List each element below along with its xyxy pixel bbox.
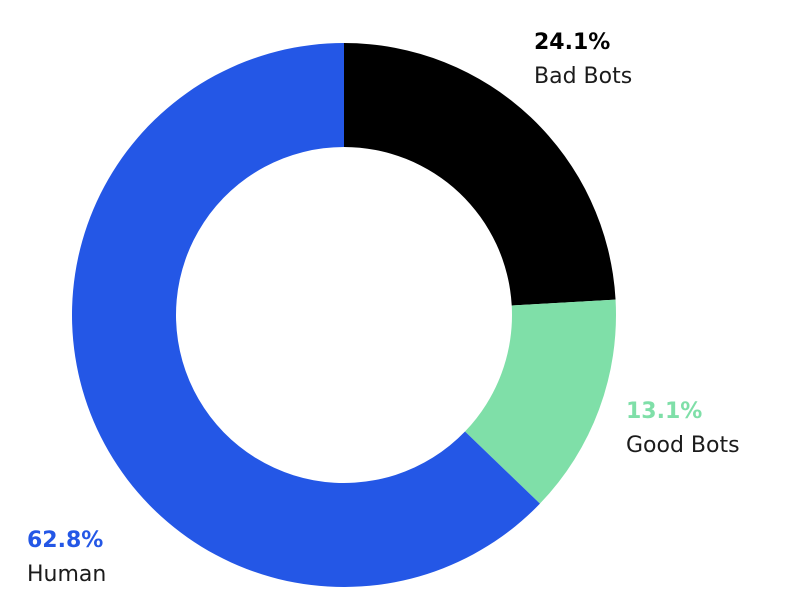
slice-good-bots xyxy=(465,299,617,504)
slice-name-bad-bots: Bad Bots xyxy=(534,64,633,89)
label-human: 62.8% Human xyxy=(27,530,106,586)
value-label-bad-bots: 24.1% xyxy=(534,30,611,55)
slice-name-good-bots: Good Bots xyxy=(626,433,740,458)
value-label-good-bots: 13.1% xyxy=(626,399,703,424)
label-bad-bots: 24.1% Bad Bots xyxy=(534,32,632,88)
slice-name-human: Human xyxy=(27,562,107,587)
slice-bad-bots xyxy=(344,43,616,306)
slice-human xyxy=(72,43,540,587)
value-label-human: 62.8% xyxy=(27,528,104,553)
label-good-bots: 13.1% Good Bots xyxy=(626,401,740,457)
